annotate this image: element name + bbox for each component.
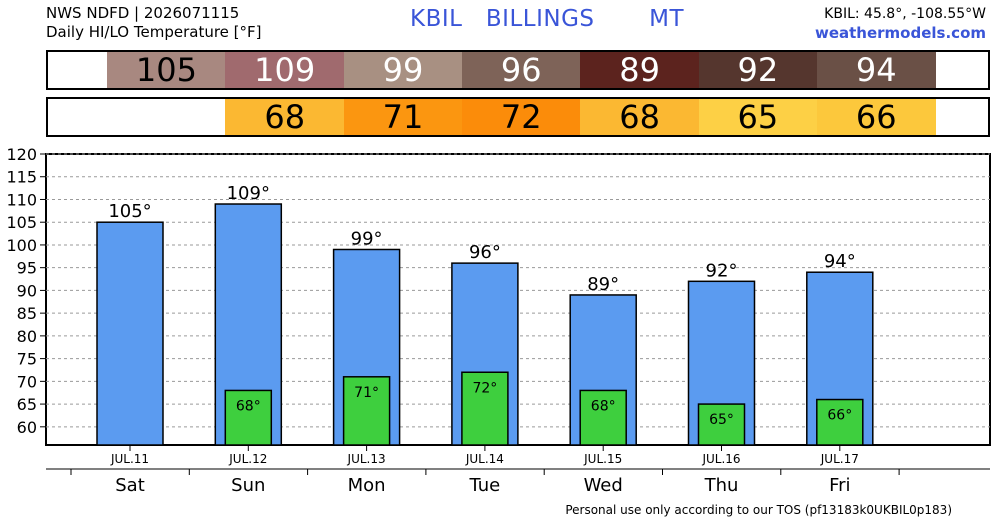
weekday-label: Sun <box>231 475 265 496</box>
high-temp-cell: 99 <box>343 51 463 89</box>
y-tick-label: 95 <box>17 259 37 278</box>
high-temp-cell: 94 <box>816 51 936 89</box>
high-temp-label: 94° <box>824 251 856 272</box>
low-temp-cell: 65 <box>698 98 818 136</box>
low-temp-label: 68° <box>236 398 261 414</box>
low-temp-label: 71° <box>354 385 379 401</box>
y-tick-label: 100 <box>6 236 37 255</box>
date-label: JUL.16 <box>701 452 740 466</box>
weekday-label: Thu <box>704 475 739 496</box>
y-tick-label: 80 <box>17 327 37 346</box>
y-tick-label: 70 <box>17 372 37 391</box>
low-temp-cell: 71 <box>343 98 463 136</box>
high-temp-cell: 96 <box>461 51 581 89</box>
low-temp-strip: 68 71 72 68 65 66 <box>46 97 990 137</box>
weekday-label: Wed <box>584 475 623 496</box>
high-temp-cell: 109 <box>225 51 345 89</box>
source-label: NWS NDFD | 2026071115 <box>46 4 240 22</box>
y-tick-label: 75 <box>17 350 37 369</box>
high-temp-cell: 89 <box>580 51 699 89</box>
date-label: JUL.13 <box>347 452 386 466</box>
y-tick-label: 120 <box>6 145 37 164</box>
y-tick-label: 110 <box>6 190 37 209</box>
low-temp-label: 65° <box>709 412 734 428</box>
high-temp-label: 105° <box>108 201 151 222</box>
y-tick-label: 85 <box>17 304 37 323</box>
y-tick-label: 105 <box>6 213 37 232</box>
date-label: JUL.12 <box>228 452 267 466</box>
high-temp-label: 109° <box>227 183 270 204</box>
y-tick-label: 65 <box>17 395 37 414</box>
low-temp-bar <box>224 389 273 446</box>
low-temp-label: 72° <box>472 380 497 396</box>
high-temp-label: 96° <box>469 242 501 263</box>
low-temp-cell: 72 <box>461 98 581 136</box>
low-temp-cell: 68 <box>580 98 699 136</box>
date-label: JUL.15 <box>583 452 622 466</box>
header-right: KBIL: 45.8°, -108.55°W weathermodels.com <box>815 5 986 43</box>
header-left: NWS NDFD | 2026071115 Daily HI/LO Temper… <box>46 4 262 42</box>
low-temp-bar <box>697 403 746 446</box>
date-label: JUL.17 <box>820 452 859 466</box>
footer-note: Personal use only according to our TOS (… <box>565 503 952 517</box>
high-temp-cell: 105 <box>107 51 226 89</box>
weekday-label: Tue <box>469 475 501 496</box>
y-tick-label: 90 <box>17 281 37 300</box>
low-temp-label: 66° <box>827 408 852 424</box>
temperature-chart: 120 115 110 105 100 95 90 85 80 75 70 65 60 105° JUL.1… <box>6 145 991 496</box>
site-link[interactable]: weathermodels.com <box>814 24 986 42</box>
y-tick-label: 60 <box>17 418 37 437</box>
product-label: Daily HI/LO Temperature [°F] <box>46 23 262 41</box>
weekday-label: Sat <box>115 475 145 496</box>
low-temp-cell: 66 <box>816 98 936 136</box>
high-temp-bar <box>96 221 164 446</box>
high-temp-label: 99° <box>351 228 383 249</box>
low-temp-bar <box>579 389 627 446</box>
station-title: KBIL BILLINGS MT <box>410 6 685 32</box>
low-temp-bar <box>461 371 509 446</box>
coords-label: KBIL: 45.8°, -108.55°W <box>824 6 986 22</box>
date-label: JUL.14 <box>465 452 504 466</box>
low-temp-bar <box>816 398 864 446</box>
low-temp-cell: 68 <box>225 98 345 136</box>
weekday-label: Fri <box>829 475 850 496</box>
weekday-label: Mon <box>348 475 386 496</box>
low-temp-label: 68° <box>591 398 616 414</box>
high-temp-label: 89° <box>587 274 619 295</box>
high-temp-strip: 105 109 99 96 89 92 94 <box>46 50 990 90</box>
date-label: JUL.11 <box>110 452 149 466</box>
high-temp-label: 92° <box>706 260 738 281</box>
y-tick-label: 115 <box>6 168 37 187</box>
high-temp-cell: 92 <box>698 51 818 89</box>
